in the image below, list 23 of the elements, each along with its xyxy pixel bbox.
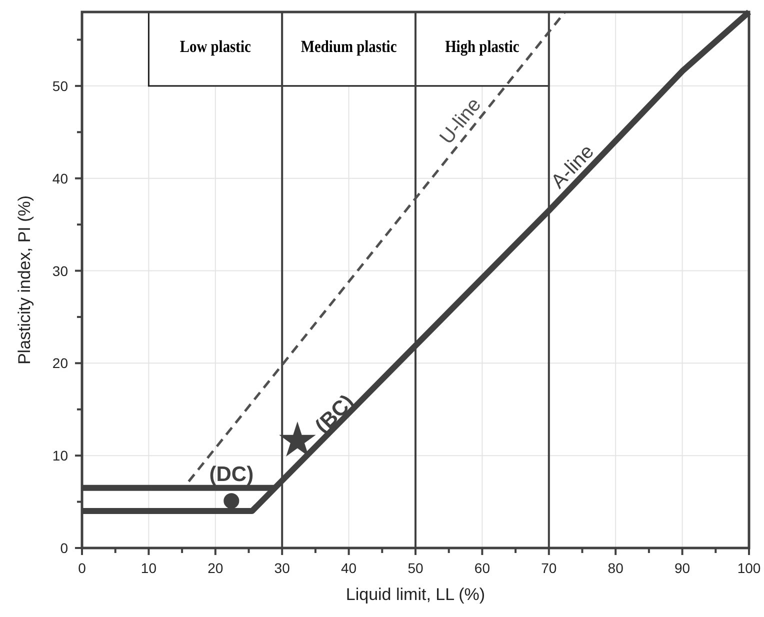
series-label: (DC): [209, 462, 254, 486]
x-axis-title: Liquid limit, LL (%): [346, 585, 486, 604]
band-label: Medium plastic: [300, 38, 397, 56]
x-tick-label: 80: [608, 560, 624, 576]
y-axis-title: Plasticity index, PI (%): [15, 195, 34, 365]
y-tick-label: 10: [52, 448, 68, 464]
x-tick-label: 90: [674, 560, 690, 576]
x-tick-label: 20: [208, 560, 224, 576]
y-tick-label: 50: [52, 78, 68, 94]
x-tick-label: 0: [78, 560, 86, 576]
y-tick-label: 0: [60, 540, 68, 556]
x-tick-label: 30: [274, 560, 290, 576]
y-tick-label: 20: [52, 355, 68, 372]
x-tick-label: 100: [737, 560, 761, 576]
x-tick-label: 50: [408, 560, 424, 576]
x-tick-label: 70: [541, 560, 557, 576]
y-tick-label: 40: [52, 170, 68, 186]
band-label: Low plastic: [180, 38, 251, 56]
y-tick-label: 30: [52, 262, 68, 279]
x-tick-label: 40: [341, 560, 357, 576]
band-label: High plastic: [445, 38, 520, 56]
x-tick-label: 10: [140, 560, 157, 576]
x-tick-label: 60: [474, 560, 490, 576]
